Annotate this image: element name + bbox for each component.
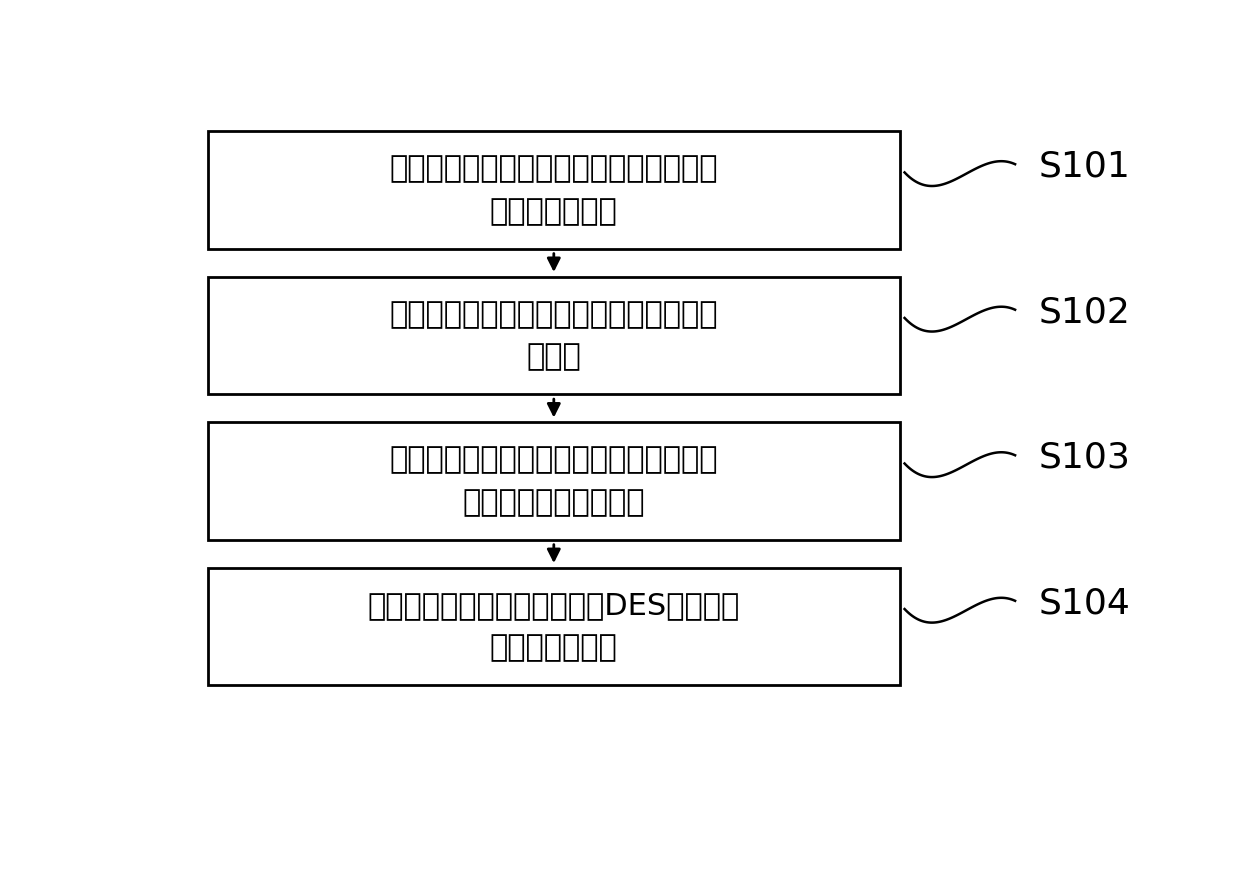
Text: 对所述第一处理板进行烘烤处理得到第二
处理板: 对所述第一处理板进行烘烤处理得到第二 处理板 — [389, 300, 718, 371]
Text: 于柔性基板上丝印湿膜得到覆有第一覆盖
层的第一处理板: 于柔性基板上丝印湿膜得到覆有第一覆盖 层的第一处理板 — [389, 154, 718, 226]
FancyBboxPatch shape — [208, 568, 900, 685]
Text: S101: S101 — [1039, 150, 1131, 184]
Text: 对所述第三处理板进行曝光及DES处理得到
柔性印制电路板: 对所述第三处理板进行曝光及DES处理得到 柔性印制电路板 — [368, 591, 740, 663]
FancyBboxPatch shape — [208, 422, 900, 540]
FancyBboxPatch shape — [208, 132, 900, 249]
Text: S104: S104 — [1039, 586, 1131, 620]
Text: S102: S102 — [1039, 295, 1131, 329]
Text: 于所述第二处理板上贴覆干膜得到覆有第
二覆盖层的第三处理板: 于所述第二处理板上贴覆干膜得到覆有第 二覆盖层的第三处理板 — [389, 445, 718, 517]
FancyBboxPatch shape — [208, 277, 900, 395]
Text: S103: S103 — [1039, 441, 1131, 475]
